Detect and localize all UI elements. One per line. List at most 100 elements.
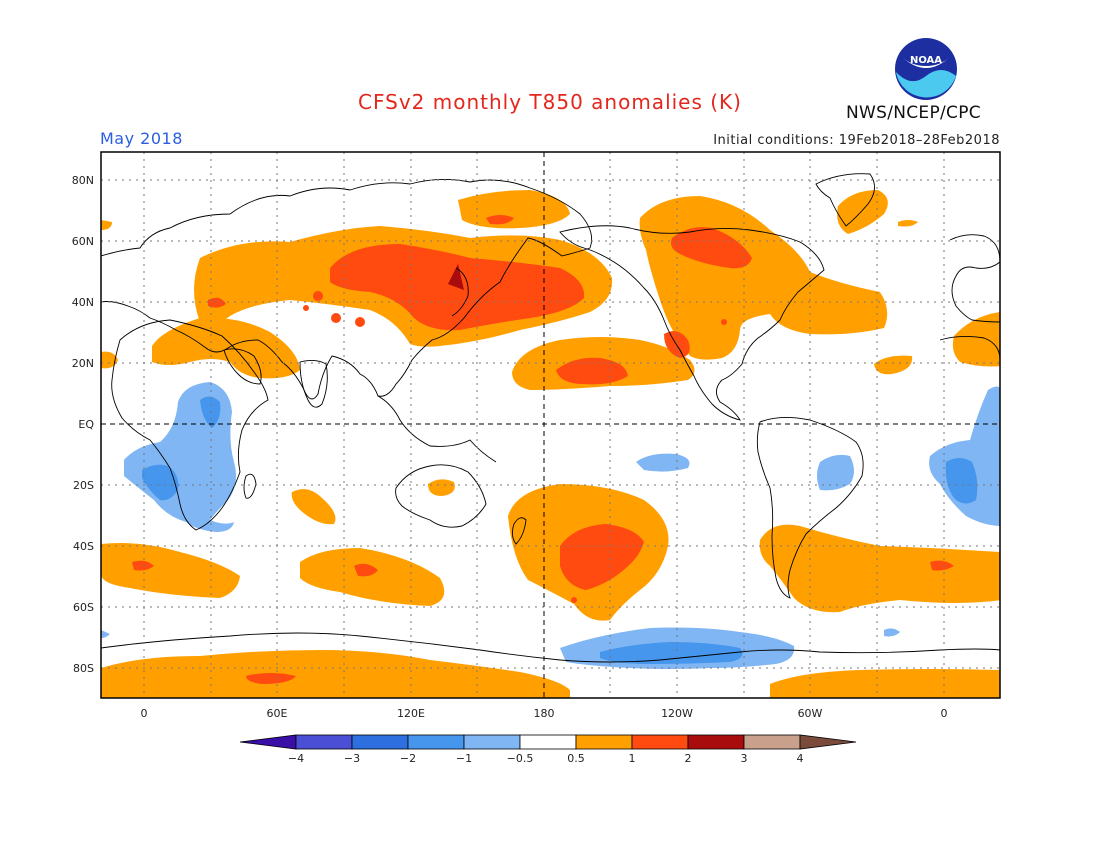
colorbar-left-arrow xyxy=(239,734,297,750)
coast-eurasia xyxy=(101,179,593,400)
longitude-labels: 0 60E 120E 180 120W 60W 0 xyxy=(141,707,948,720)
anomaly-south-atlantic-negative xyxy=(884,628,900,637)
anomaly-patch xyxy=(571,597,577,603)
grid-lines xyxy=(101,152,1000,698)
latitude-labels: 80N 60N 40N 20N EQ 20S 40S 60S 80S xyxy=(72,174,95,675)
anomaly-east-africa-negative-core xyxy=(200,396,221,428)
anomaly-japan-sea-peak xyxy=(448,264,464,290)
lat-label: 80N xyxy=(72,174,94,187)
anomaly-canada-strong xyxy=(671,227,752,269)
anomaly-southern-ocean-core xyxy=(600,642,743,664)
agency-label: NWS/NCEP/CPC xyxy=(846,103,981,123)
anomaly-patch xyxy=(355,317,365,327)
anomaly-north-pacific-strong xyxy=(486,215,514,225)
lon-label: 60W xyxy=(798,707,823,720)
anomaly-patch xyxy=(313,291,323,301)
coast-africa-east-edge xyxy=(939,335,1000,361)
coast-south-america xyxy=(756,417,864,599)
anomaly-arctic-atlantic xyxy=(898,220,918,227)
blue-anomaly-layer xyxy=(142,396,978,664)
lon-label: 0 xyxy=(941,707,948,720)
anomaly-south-america-negative xyxy=(817,454,854,491)
anomaly-indian-ocean-strong xyxy=(354,563,378,577)
reference-lines xyxy=(101,152,1000,698)
anomaly-southern-africa-core xyxy=(945,458,978,504)
noaa-logo-icon: NOAA xyxy=(895,38,957,100)
colorbar-swatch xyxy=(575,734,633,750)
colorbar-swatch xyxy=(519,734,577,750)
colorbar-swatch xyxy=(295,734,353,750)
coast-japan xyxy=(451,267,469,317)
colorbar-right-arrow xyxy=(799,734,857,750)
colorbar-label: −4 xyxy=(288,752,304,765)
anomaly-indian-ocean-positive xyxy=(300,548,445,606)
darkred-anomaly-layer xyxy=(448,264,464,290)
anomaly-west-edge-20n xyxy=(101,351,118,369)
anomaly-south-pacific-strong xyxy=(560,524,644,590)
coast-madagascar xyxy=(243,473,257,499)
lon-label: 180 xyxy=(534,707,555,720)
coast-arabia xyxy=(223,348,262,385)
lat-label: 20S xyxy=(73,479,94,492)
logo-text: NOAA xyxy=(910,55,942,66)
lon-label: 120W xyxy=(661,707,693,720)
coast-antarctica xyxy=(101,632,1000,663)
coast-europe-west xyxy=(949,234,1000,323)
anomaly-south-atlantic-strong xyxy=(132,560,154,571)
anomaly-patch xyxy=(721,319,727,325)
anomaly-north-africa-west xyxy=(952,312,1000,367)
anomaly-central-pacific-negative xyxy=(636,453,690,472)
lat-label: 60S xyxy=(73,601,94,614)
anomaly-australia-positive xyxy=(428,479,455,496)
colorbar-swatch xyxy=(687,734,745,750)
anomaly-mideast-strong xyxy=(208,297,226,308)
colorbar-swatch xyxy=(463,734,521,750)
lat-label: EQ xyxy=(78,418,94,431)
map-frame xyxy=(100,151,1001,699)
colorbar-label: −0.5 xyxy=(507,752,534,765)
coast-africa xyxy=(111,319,269,531)
colorbar-swatch xyxy=(631,734,689,750)
anomaly-africa-negative-core xyxy=(142,464,179,501)
lat-label: 60N xyxy=(72,235,94,248)
anomaly-antarctic-strong xyxy=(246,673,296,684)
lat-label: 40N xyxy=(72,296,94,309)
anomaly-southern-africa-east xyxy=(929,386,1000,526)
chart-title: CFSv2 monthly T850 anomalies (K) xyxy=(358,90,742,114)
forecast-month: May 2018 xyxy=(100,129,183,148)
anomaly-greenland-positive xyxy=(837,190,888,234)
anomaly-atlantic-positive xyxy=(874,355,913,375)
orange-anomaly-layer xyxy=(101,190,1000,698)
colorbar-label: 1 xyxy=(629,752,636,765)
anomaly-indian-ocean-subtropical xyxy=(291,489,336,525)
anomaly-south-atlantic-west xyxy=(101,543,240,598)
anomaly-patch xyxy=(303,305,309,311)
initial-conditions: Initial conditions: 19Feb2018–28Feb2018 xyxy=(713,133,1000,148)
anomaly-south-america-positive xyxy=(759,524,1000,613)
colorbar-label: 4 xyxy=(797,752,804,765)
coast-australia xyxy=(395,464,487,528)
anomaly-north-pacific-positive xyxy=(458,190,570,229)
colorbar-swatch xyxy=(351,734,409,750)
anomaly-us-west-strong xyxy=(664,331,690,358)
coast-new-zealand xyxy=(511,517,527,545)
coast-north-america xyxy=(559,225,825,421)
colorbar-swatch xyxy=(407,734,465,750)
coast-india xyxy=(299,359,328,408)
colorbar: −4 −3 −2 −1 −0.5 0.5 1 2 3 4 xyxy=(239,734,857,765)
coast-se-asia xyxy=(377,395,497,463)
anomaly-west-edge-60n xyxy=(101,220,112,230)
anomaly-fields xyxy=(101,190,1000,698)
anomaly-antarctic-east xyxy=(770,669,1000,698)
anomaly-patch xyxy=(331,313,341,323)
coast-greenland xyxy=(815,173,875,227)
anomaly-antarctic-west xyxy=(101,650,570,698)
colorbar-label: −1 xyxy=(456,752,472,765)
colorbar-label: −3 xyxy=(344,752,360,765)
anomaly-antarctic-edge-negative xyxy=(101,630,110,638)
colorbar-label: −2 xyxy=(400,752,416,765)
colorbar-label: 0.5 xyxy=(567,752,585,765)
anomaly-middle-east-positive xyxy=(152,317,300,379)
lat-label: 20N xyxy=(72,357,94,370)
